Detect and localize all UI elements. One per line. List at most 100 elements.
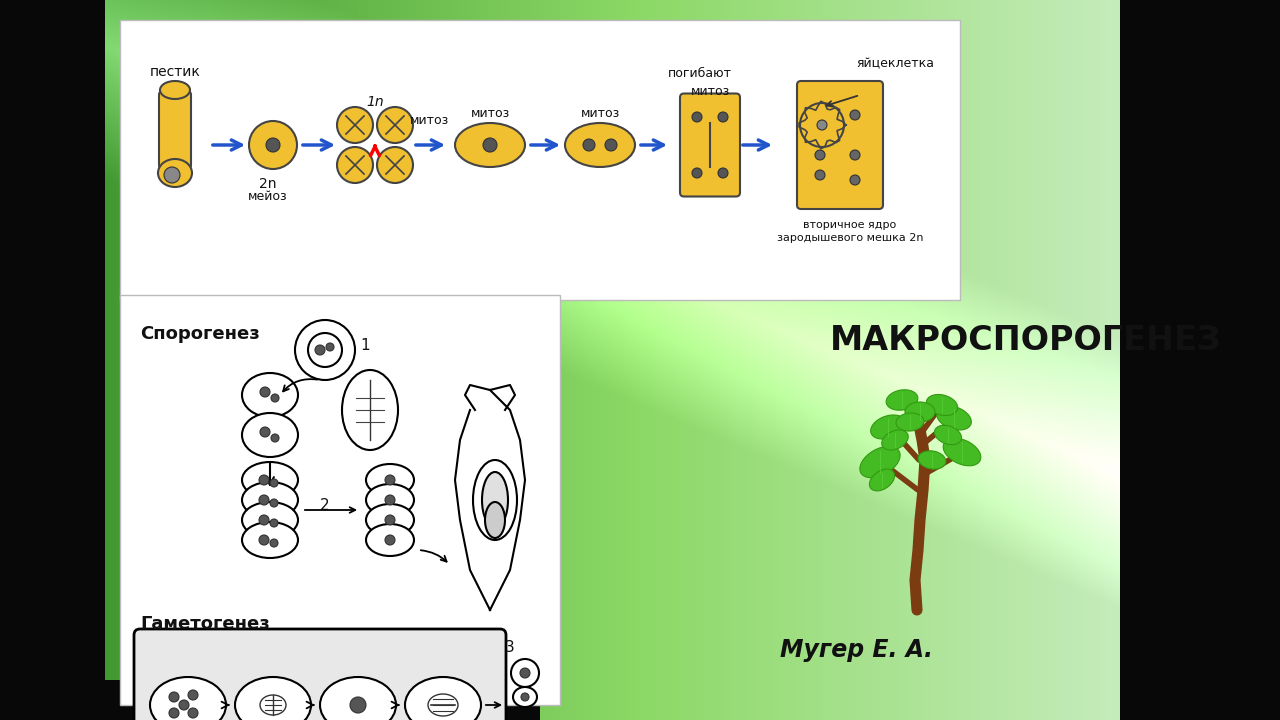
Circle shape (800, 103, 844, 147)
Text: Спорогенез: Спорогенез (140, 325, 260, 343)
Circle shape (259, 495, 269, 505)
Ellipse shape (337, 147, 372, 183)
Text: пестик: пестик (150, 65, 201, 79)
Circle shape (259, 535, 269, 545)
Ellipse shape (320, 677, 396, 720)
Ellipse shape (927, 395, 957, 415)
Ellipse shape (937, 406, 972, 430)
Ellipse shape (896, 413, 924, 431)
Text: яйцеклетка: яйцеклетка (856, 57, 934, 70)
Circle shape (483, 138, 497, 152)
Ellipse shape (483, 472, 508, 528)
Ellipse shape (242, 413, 298, 457)
Text: митоз: митоз (410, 114, 449, 127)
Circle shape (271, 434, 279, 442)
Circle shape (385, 535, 396, 545)
Ellipse shape (342, 370, 398, 450)
Circle shape (349, 697, 366, 713)
FancyBboxPatch shape (797, 81, 883, 209)
Ellipse shape (236, 677, 311, 720)
Ellipse shape (934, 426, 961, 445)
Ellipse shape (242, 482, 298, 518)
Ellipse shape (242, 373, 298, 417)
Ellipse shape (511, 659, 539, 687)
Circle shape (605, 139, 617, 151)
Circle shape (850, 175, 860, 185)
Text: МАКРОСПОРОГЕНЕЗ: МАКРОСПОРОГЕНЕЗ (829, 323, 1221, 356)
Circle shape (270, 499, 278, 507)
Circle shape (385, 495, 396, 505)
Text: митоз: митоз (580, 107, 620, 120)
Ellipse shape (242, 522, 298, 558)
Ellipse shape (378, 107, 413, 143)
Text: погибают: погибают (668, 67, 732, 80)
Circle shape (850, 110, 860, 120)
Ellipse shape (294, 320, 355, 380)
Text: 2n: 2n (260, 177, 276, 191)
Circle shape (520, 668, 530, 678)
Circle shape (385, 515, 396, 525)
Ellipse shape (260, 695, 285, 715)
Ellipse shape (308, 333, 342, 367)
Text: вторичное ядро
зародышевого мешка 2n: вторичное ядро зародышевого мешка 2n (777, 220, 923, 243)
Ellipse shape (485, 502, 506, 538)
FancyBboxPatch shape (680, 94, 740, 197)
Text: 3: 3 (506, 639, 515, 654)
Ellipse shape (454, 123, 525, 167)
Circle shape (521, 693, 529, 701)
Circle shape (188, 708, 198, 718)
Bar (120, 295, 561, 705)
Ellipse shape (157, 159, 192, 187)
Text: митоз: митоз (690, 85, 730, 98)
Ellipse shape (404, 677, 481, 720)
Circle shape (817, 120, 827, 130)
Circle shape (385, 475, 396, 485)
Circle shape (270, 519, 278, 527)
Circle shape (266, 138, 280, 152)
Text: Гаметогенез: Гаметогенез (140, 615, 270, 633)
Circle shape (815, 150, 826, 160)
Ellipse shape (150, 677, 227, 720)
Circle shape (169, 708, 179, 718)
Circle shape (260, 427, 270, 437)
Ellipse shape (366, 524, 413, 556)
Ellipse shape (366, 504, 413, 536)
Circle shape (326, 343, 334, 351)
Ellipse shape (428, 694, 458, 716)
FancyBboxPatch shape (134, 629, 506, 720)
Ellipse shape (513, 687, 538, 707)
Text: 1: 1 (360, 338, 370, 353)
Ellipse shape (860, 446, 900, 478)
Text: митоз: митоз (470, 107, 509, 120)
Circle shape (270, 539, 278, 547)
Ellipse shape (886, 390, 918, 410)
Circle shape (582, 139, 595, 151)
Ellipse shape (242, 462, 298, 498)
Text: Мугер Е. А.: Мугер Е. А. (780, 638, 933, 662)
Ellipse shape (869, 469, 895, 491)
Circle shape (188, 690, 198, 700)
Circle shape (815, 170, 826, 180)
Ellipse shape (337, 107, 372, 143)
Circle shape (164, 167, 180, 183)
Ellipse shape (870, 415, 905, 439)
Circle shape (718, 112, 728, 122)
Circle shape (259, 515, 269, 525)
Bar (0, 0, 105, 720)
Text: 2: 2 (320, 498, 330, 513)
Ellipse shape (564, 123, 635, 167)
Circle shape (259, 475, 269, 485)
Bar (1120, 0, 1280, 720)
Ellipse shape (242, 502, 298, 538)
Ellipse shape (378, 147, 413, 183)
Ellipse shape (474, 460, 517, 540)
Ellipse shape (882, 430, 909, 450)
Text: 1n: 1n (366, 95, 384, 109)
Circle shape (260, 387, 270, 397)
Ellipse shape (160, 81, 189, 99)
Circle shape (692, 112, 701, 122)
Circle shape (850, 150, 860, 160)
Ellipse shape (905, 402, 934, 422)
Circle shape (169, 692, 179, 702)
Circle shape (718, 168, 728, 178)
